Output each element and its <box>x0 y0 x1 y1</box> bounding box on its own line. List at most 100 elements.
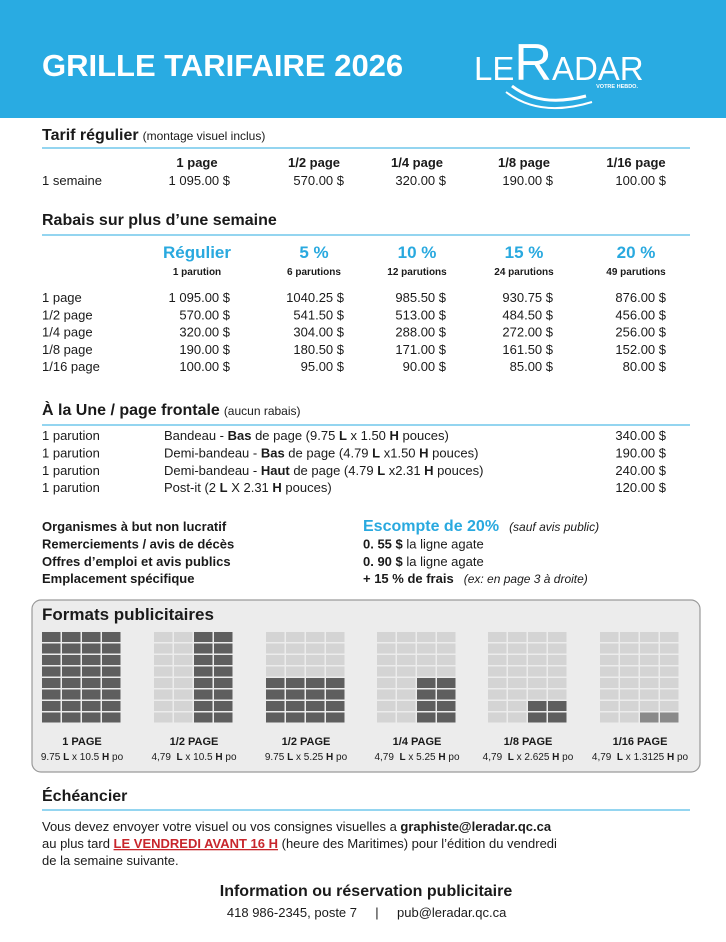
discount-label: 20 % <box>617 243 656 262</box>
format-cell <box>620 666 639 677</box>
discount-sub: 12 parutions <box>387 267 447 278</box>
format-cell <box>214 643 233 654</box>
format-cell <box>488 701 507 711</box>
format-cell <box>548 689 567 700</box>
format-cell <box>397 712 416 723</box>
row-label: 1 semaine <box>42 173 102 188</box>
format-cell <box>620 643 639 654</box>
format-cell <box>528 666 547 677</box>
text-run: Vous devez envoyer votre visuel ou vos c… <box>42 819 400 834</box>
format-cell <box>62 701 81 711</box>
text-run: H <box>552 752 559 763</box>
format-cell <box>640 666 659 677</box>
text-run: x 10.5 <box>183 752 216 763</box>
row-label: 1 parution <box>42 428 100 443</box>
text-run: po <box>223 752 237 763</box>
section-title: Tarif régulier (montage visuel inclus) <box>42 127 265 144</box>
price: 1 095.00 $ <box>169 173 231 188</box>
format-cell <box>488 689 507 700</box>
format-cell <box>326 701 345 711</box>
format-cell <box>437 689 456 700</box>
format-cell <box>102 655 121 665</box>
text-run: de page (4.79 <box>285 445 372 460</box>
format-cell <box>548 666 567 677</box>
section-note: (montage visuel inclus) <box>143 129 266 143</box>
text-run: L <box>377 463 385 478</box>
format-name: 1/8 PAGE <box>504 736 553 748</box>
text-run: Bas <box>228 428 252 443</box>
format-size: 4,79 L x 5.25 H po <box>374 752 460 763</box>
text-run: 4,79 <box>151 752 176 763</box>
text-run: po <box>109 752 123 763</box>
format-cell <box>377 701 396 711</box>
format-cell <box>417 678 436 688</box>
format-cell <box>154 643 173 654</box>
text-run: x 1.3125 <box>623 752 667 763</box>
row-label: 1 parution <box>42 463 100 478</box>
text-run: 9.75 <box>41 752 63 763</box>
logo-tagline: VOTRE HEBDO. <box>596 84 638 90</box>
format-cell <box>488 678 507 688</box>
logo-swoosh <box>505 91 593 110</box>
text-run: la ligne agate <box>403 536 484 551</box>
format-cell <box>377 689 396 700</box>
text-run: H <box>102 752 109 763</box>
text-run: de page (9.75 <box>251 428 338 443</box>
format-cell <box>306 655 325 665</box>
format-cell <box>528 689 547 700</box>
format-cell <box>600 678 619 688</box>
contact-email: pub@leradar.qc.ca <box>397 905 507 920</box>
contact-title: Information ou réservation publicitaire <box>220 883 513 900</box>
format-cell <box>488 666 507 677</box>
price: 320.00 $ <box>395 173 446 188</box>
text-run: (heure des Maritimes) pour l’édition du … <box>278 836 557 851</box>
discount-sub: 49 parutions <box>606 267 666 278</box>
format-cell <box>488 712 507 723</box>
format-cell <box>174 689 193 700</box>
format-cell <box>640 632 659 642</box>
format-cell <box>214 701 233 711</box>
text-run: po <box>333 752 347 763</box>
text-run: LE VENDREDI AVANT 16 H <box>114 836 278 851</box>
format-cell <box>286 655 305 665</box>
format-cell <box>620 655 639 665</box>
format-cell <box>548 678 567 688</box>
format-cell <box>548 643 567 654</box>
format-cell <box>326 643 345 654</box>
format-cell <box>266 712 285 723</box>
format-cell <box>397 678 416 688</box>
format-cell <box>377 678 396 688</box>
text-run: Bandeau - <box>164 428 228 443</box>
discount-label: Régulier <box>163 243 231 262</box>
format-cell <box>154 666 173 677</box>
format-cell <box>42 643 61 654</box>
format-cell <box>174 643 193 654</box>
format-size: 4,79 L x 10.5 H po <box>151 752 237 763</box>
formats-title: Formats publicitaires <box>42 605 214 624</box>
format-cell <box>42 689 61 700</box>
format-cell <box>660 712 679 723</box>
text-run: de page (4.79 <box>290 463 377 478</box>
header-band <box>0 0 726 118</box>
format-cell <box>266 701 285 711</box>
format-cell <box>306 678 325 688</box>
price: 190.00 $ <box>615 445 666 460</box>
price: 340.00 $ <box>615 428 666 443</box>
format-cell <box>286 643 305 654</box>
price: 1040.25 $ <box>286 290 345 305</box>
section-title-text: À la Une / page frontale <box>42 400 220 419</box>
price: 152.00 $ <box>615 342 666 357</box>
format-cell <box>306 666 325 677</box>
row-label: 1/8 page <box>42 342 93 357</box>
format-cell <box>266 666 285 677</box>
price: 930.75 $ <box>502 290 553 305</box>
text-run: po <box>559 752 573 763</box>
row-label: 1 page <box>42 290 82 305</box>
logo-part: LE <box>474 50 514 87</box>
format-cell <box>42 666 61 677</box>
row-label: 1/16 page <box>42 359 100 374</box>
text-run: 4,79 <box>483 752 508 763</box>
section-title: Échéancier <box>42 786 127 805</box>
